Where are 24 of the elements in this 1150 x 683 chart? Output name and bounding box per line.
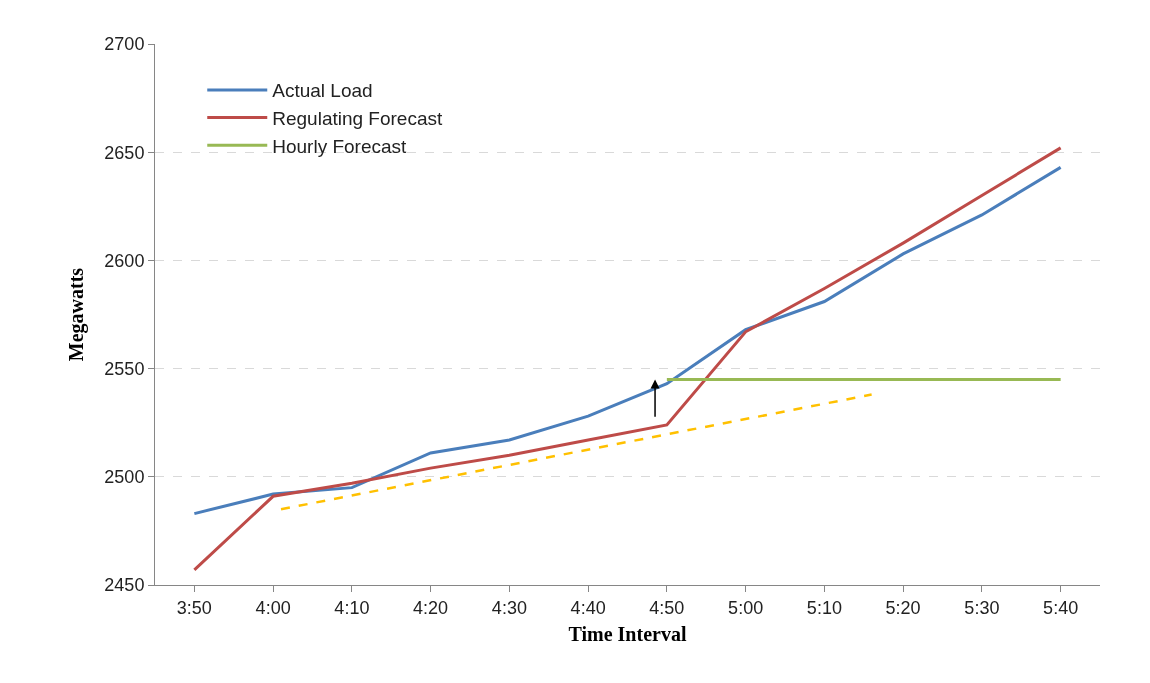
legend-label: Actual Load xyxy=(272,80,373,102)
x-tick-label: 3:50 xyxy=(176,597,212,618)
legend-label: Regulating Forecast xyxy=(272,108,444,130)
x-tick-label: 4:00 xyxy=(255,597,291,618)
x-tick-label: 4:20 xyxy=(413,597,449,618)
legend-label: Hourly Forecast xyxy=(272,135,408,157)
x-axis-title: Time Interval xyxy=(568,623,687,646)
x-tick-label: 4:30 xyxy=(491,597,527,618)
x-tick-label: 4:10 xyxy=(334,597,370,618)
y-tick-label: 2700 xyxy=(104,34,145,55)
x-tick-label: 4:50 xyxy=(649,597,685,618)
line-series xyxy=(192,165,1063,516)
y-tick-label: 2500 xyxy=(104,467,145,488)
y-tick-label: 2550 xyxy=(104,358,145,379)
x-tick-label: 5:40 xyxy=(1043,597,1079,618)
y-axis-title: Megawatts xyxy=(64,267,88,362)
x-tick-label: 5:10 xyxy=(806,597,842,618)
x-tick-label: 5:00 xyxy=(728,597,764,618)
x-tick-label: 4:40 xyxy=(570,597,606,618)
x-tick-label: 5:20 xyxy=(885,597,921,618)
y-tick-label: 2650 xyxy=(104,142,145,163)
y-tick-label: 2600 xyxy=(104,250,145,271)
y-tick-label: 2450 xyxy=(104,575,145,596)
x-tick-label: 5:30 xyxy=(964,597,1000,618)
